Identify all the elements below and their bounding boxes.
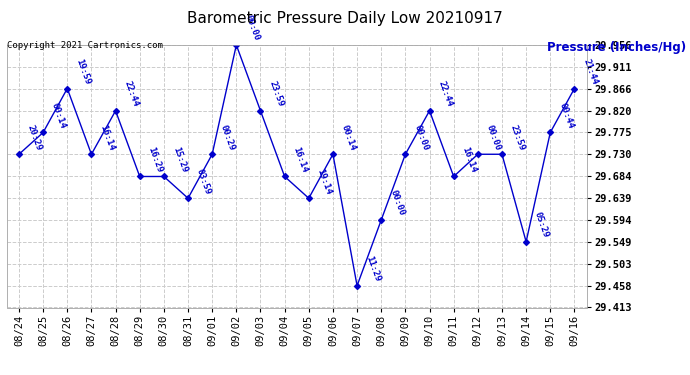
Text: 00:14: 00:14 (340, 123, 357, 152)
Text: 05:29: 05:29 (533, 211, 551, 239)
Text: 11:29: 11:29 (364, 255, 382, 283)
Text: 00:29: 00:29 (219, 123, 237, 152)
Text: 23:59: 23:59 (509, 123, 526, 152)
Text: 22:44: 22:44 (437, 80, 454, 108)
Text: 03:59: 03:59 (195, 167, 213, 195)
Text: 00:00: 00:00 (413, 123, 430, 152)
Text: 16:14: 16:14 (99, 123, 116, 152)
Text: 00:00: 00:00 (244, 14, 261, 42)
Text: 16:29: 16:29 (147, 146, 164, 174)
Text: Pressure (Inches/Hg): Pressure (Inches/Hg) (547, 41, 687, 54)
Text: 00:44: 00:44 (558, 101, 575, 130)
Text: 22:44: 22:44 (123, 80, 140, 108)
Text: Copyright 2021 Cartronics.com: Copyright 2021 Cartronics.com (7, 41, 163, 50)
Text: Barometric Pressure Daily Low 20210917: Barometric Pressure Daily Low 20210917 (187, 11, 503, 26)
Text: 21:44: 21:44 (582, 57, 599, 86)
Text: 16:14: 16:14 (461, 146, 478, 174)
Text: 00:00: 00:00 (485, 123, 502, 152)
Text: 00:00: 00:00 (388, 189, 406, 217)
Text: 19:59: 19:59 (75, 57, 92, 86)
Text: 16:14: 16:14 (292, 146, 309, 174)
Text: 15:29: 15:29 (171, 146, 188, 174)
Text: 20:29: 20:29 (26, 123, 43, 152)
Text: 00:14: 00:14 (50, 101, 68, 130)
Text: 23:59: 23:59 (268, 80, 285, 108)
Text: 19:14: 19:14 (316, 167, 333, 195)
